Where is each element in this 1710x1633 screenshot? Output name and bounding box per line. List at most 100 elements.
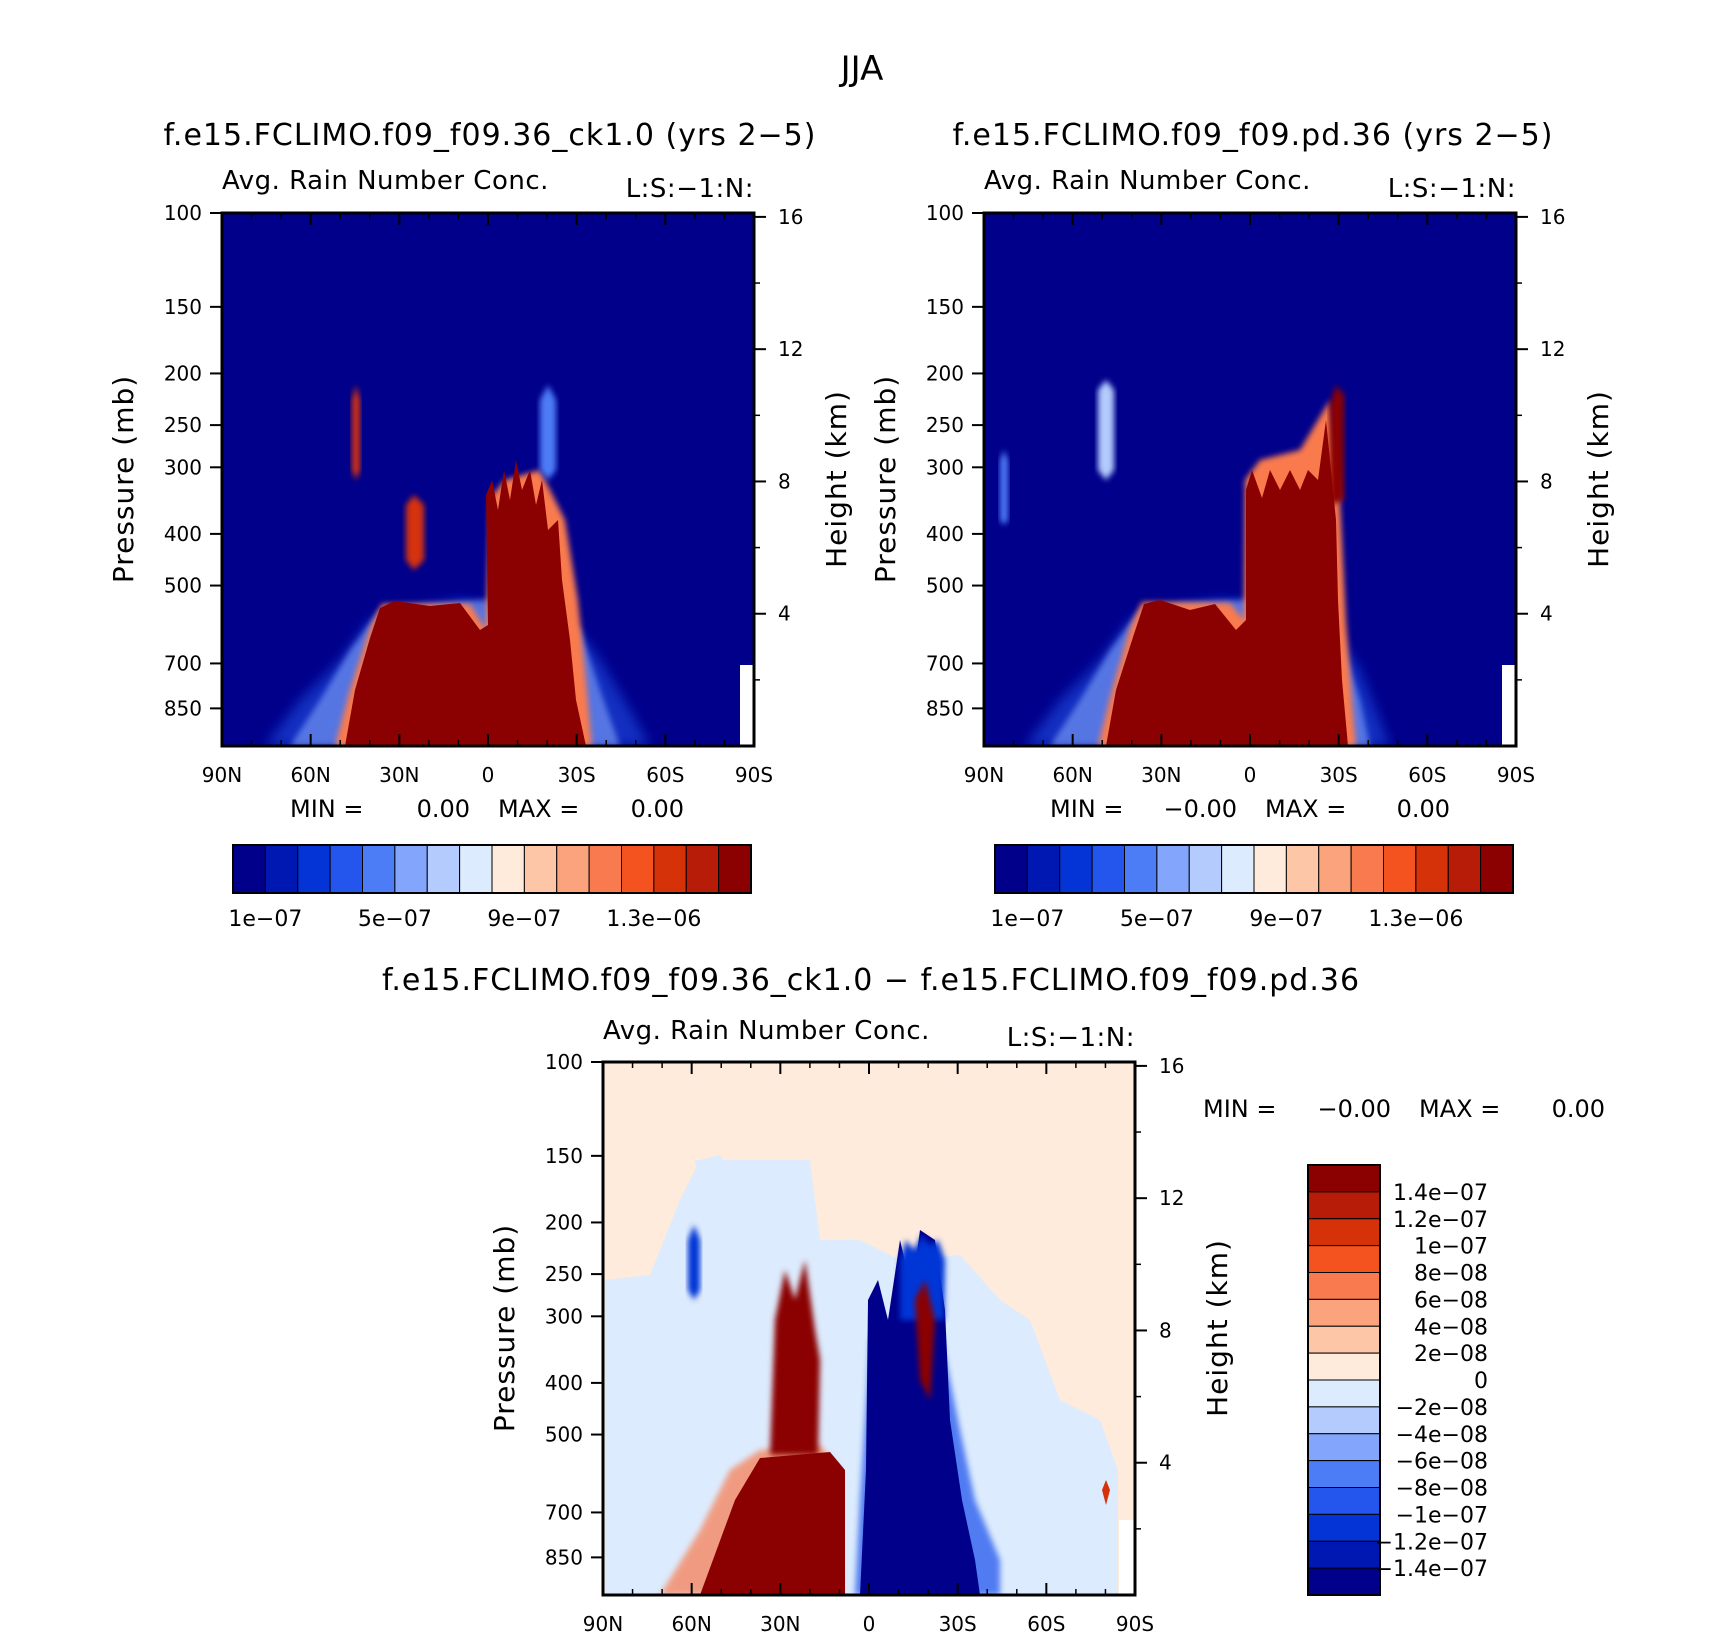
y2-tick-label: 4 — [778, 602, 791, 626]
colorbar-swatch — [329, 844, 363, 894]
colorbar-swatch — [1307, 1164, 1381, 1193]
colorbar-swatch — [491, 844, 525, 894]
y-axis-label: Pressure (mb) — [869, 375, 902, 583]
colorbar-swatch — [426, 844, 461, 894]
colorbar-swatch — [1307, 1191, 1381, 1220]
y-tick-label: 150 — [926, 295, 964, 319]
y2-tick-label: 12 — [778, 337, 803, 361]
x-tick-label: 0 — [863, 1612, 876, 1633]
figure-title: JJA — [839, 49, 884, 89]
y-tick-label: 400 — [926, 522, 964, 546]
max-label: MAX = — [498, 795, 579, 823]
heatmap-field — [222, 213, 754, 746]
y-tick-label: 850 — [926, 696, 964, 720]
colorbar-swatch — [1124, 844, 1158, 894]
y2-axis-label: Height (km) — [820, 390, 853, 568]
colorbar-swatch — [1307, 1487, 1381, 1515]
panel-subtitle: Avg. Rain Number Conc. — [222, 166, 549, 196]
colorbar-frame — [232, 844, 752, 894]
x-tick-label: 60N — [1052, 763, 1092, 787]
colorbar-label: 4e−08 — [1414, 1315, 1488, 1340]
x-tick-label: 30N — [379, 763, 419, 787]
heatmap-field — [984, 213, 1516, 746]
colorbar-swatch — [523, 844, 558, 894]
y2-tick-label: 8 — [1159, 1318, 1172, 1342]
axes-group: 90N 60N 30N 0 30S 60S 90S 100 150 200 250 300 400 500… — [545, 1050, 1185, 1633]
colorbar-swatch — [362, 844, 396, 894]
x-tick-label: 30S — [1320, 763, 1358, 787]
y-tick-label: 200 — [545, 1210, 583, 1234]
max-label: MAX = — [1419, 1095, 1500, 1123]
x-tick-label: 90S — [735, 763, 773, 787]
y2-axis-label: Height (km) — [1582, 390, 1615, 568]
y-tick-label: 100 — [545, 1050, 583, 1074]
y-tick-label: 250 — [164, 413, 202, 437]
y-tick-label: 250 — [926, 413, 964, 437]
panel-tag: L:S:−1:N: — [1007, 1023, 1135, 1053]
x-tick-label: 60S — [1027, 1612, 1065, 1633]
streak-60n-small — [1000, 450, 1008, 525]
y-axis-label: Pressure (mb) — [488, 1224, 521, 1432]
x-tick-label: 60S — [646, 763, 684, 787]
colorbar-swatch — [1307, 1218, 1381, 1247]
panel-title: f.e15.FCLIMO.f09_f09.36_ck1.0 (yrs 2−5) — [164, 118, 817, 153]
colorbar-swatch — [1307, 1325, 1381, 1354]
y2-tick-label: 4 — [1540, 602, 1553, 626]
x-tick-label: 0 — [1244, 763, 1257, 787]
y-axis-label: Pressure (mb) — [107, 375, 140, 583]
min-label: MIN = — [290, 795, 363, 823]
colorbar-frame — [1307, 1164, 1381, 1596]
colorbar: 1e−07 5e−07 9e−07 1.3e−06 — [228, 844, 752, 932]
colorbar-label: −4e−08 — [1396, 1423, 1488, 1448]
streak-south — [540, 385, 556, 480]
colorbar-label: 1.4e−07 — [1393, 1181, 1488, 1206]
colorbar-swatch — [1350, 844, 1384, 894]
x-tick-label: 60N — [290, 763, 330, 787]
colorbar-swatch — [588, 844, 622, 894]
colorbar-swatch — [718, 844, 752, 894]
colorbar-swatch — [685, 844, 720, 894]
colorbar-swatch — [1221, 844, 1255, 894]
colorbar-swatch — [1188, 844, 1223, 894]
y-tick-label: 250 — [545, 1262, 583, 1286]
y-tick-label: 100 — [164, 201, 202, 225]
colorbar-swatch — [1307, 1540, 1381, 1569]
positive-in-negative — [915, 1280, 935, 1400]
colorbar-label: −2e−08 — [1396, 1396, 1488, 1421]
colorbar-swatch — [1383, 844, 1417, 894]
x-tick-label: 90N — [583, 1612, 623, 1633]
colorbar-swatch — [1307, 1379, 1381, 1408]
y-tick-label: 500 — [164, 574, 202, 598]
colorbar-label: 9e−07 — [487, 907, 561, 932]
panel-subtitle: Avg. Rain Number Conc. — [603, 1016, 930, 1046]
colorbar-swatch — [1285, 844, 1320, 894]
colorbar-swatch — [994, 844, 1028, 894]
streak-24n — [406, 495, 424, 570]
panel-control: f.e15.FCLIMO.f09_f09.36_ck1.0 (yrs 2−5) … — [107, 118, 853, 932]
colorbar-swatch — [1318, 844, 1352, 894]
x-tick-label: 60S — [1408, 763, 1446, 787]
white-notch — [740, 665, 754, 746]
upper-light-blue-column — [695, 1160, 810, 1200]
y-tick-label: 200 — [926, 361, 964, 385]
y2-tick-label: 4 — [1159, 1451, 1172, 1475]
positive-core — [700, 1452, 845, 1595]
x-tick-label: 90S — [1497, 763, 1535, 787]
colorbar-swatch — [1091, 844, 1125, 894]
white-notch — [1502, 665, 1516, 746]
min-value: −0.00 — [1163, 795, 1237, 823]
colorbar-label: 1.2e−07 — [1393, 1208, 1488, 1233]
colorbar-label: 1.3e−06 — [606, 907, 701, 932]
y-tick-label: 850 — [164, 696, 202, 720]
colorbar-swatch — [653, 844, 687, 894]
colorbar-label: −1.2e−07 — [1375, 1530, 1488, 1555]
y-tick-label: 300 — [164, 455, 202, 479]
panel-present-day: f.e15.FCLIMO.f09_f09.pd.36 (yrs 2−5) Avg… — [869, 118, 1615, 932]
panel-title: f.e15.FCLIMO.f09_f09.pd.36 (yrs 2−5) — [953, 118, 1554, 153]
max-value: 0.00 — [1397, 795, 1450, 823]
colorbar-swatch — [394, 844, 428, 894]
x-tick-label: 30S — [939, 1612, 977, 1633]
y-tick-label: 100 — [926, 201, 964, 225]
y2-tick-label: 8 — [778, 469, 791, 493]
y-tick-label: 300 — [545, 1304, 583, 1328]
